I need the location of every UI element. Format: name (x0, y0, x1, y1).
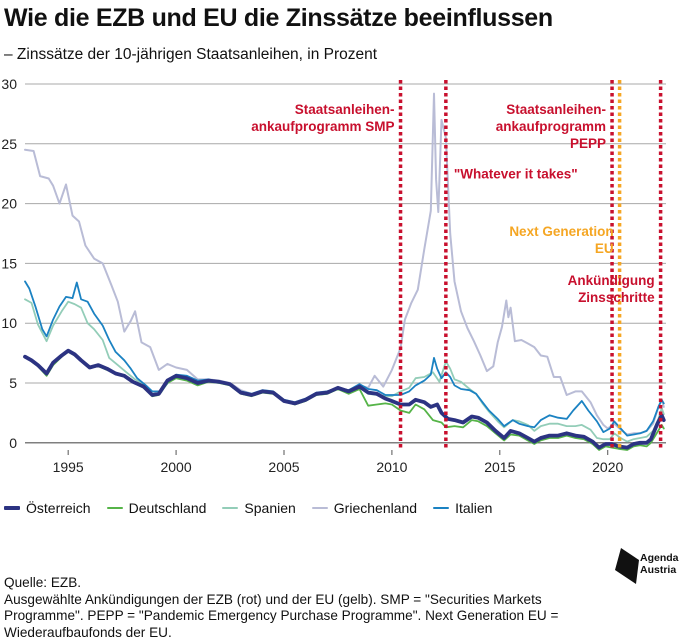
legend-item-spanien: Spanien (222, 500, 295, 516)
legend-swatch (4, 506, 20, 510)
legend-label: Deutschland (129, 500, 207, 516)
annotation-label-2: "Whatever it takes" (454, 166, 578, 181)
x-tick-label: 2010 (376, 459, 407, 475)
annotation-label-3: ankaufprogramm (496, 119, 606, 134)
annotation-label-3: Staatsanleihen- (506, 102, 606, 117)
legend-swatch (222, 507, 238, 509)
legend-swatch (107, 507, 123, 509)
y-tick-label: 10 (1, 315, 17, 331)
legend-item-deutschland: Deutschland (107, 500, 207, 516)
legend-item-italien: Italien (433, 500, 492, 516)
series-layer (25, 94, 664, 450)
y-tick-label: 0 (9, 435, 17, 451)
legend-item-österreich: Österreich (4, 500, 91, 516)
legend-swatch (433, 507, 449, 509)
series-line-italien (25, 281, 664, 435)
legend: Österreich Deutschland Spanien Griechenland… (4, 500, 508, 516)
footnote-text: Ausgewählte Ankündigungen der EZB (rot) … (4, 592, 604, 641)
annotation-label-3: PEPP (570, 136, 606, 151)
legend-label: Griechenland (334, 500, 417, 516)
annotation-label-1: Staatsanleihen- (295, 102, 395, 117)
x-tick-label: 2020 (592, 459, 623, 475)
legend-label: Spanien (244, 500, 295, 516)
legend-label: Österreich (26, 500, 91, 516)
y-tick-label: 20 (1, 196, 17, 212)
y-tick-label: 25 (1, 136, 17, 152)
series-line-österreich (25, 351, 664, 448)
legend-label: Italien (455, 500, 492, 516)
annotation-label-1: ankaufprogramm SMP (251, 119, 394, 134)
logo-line-1: Agenda (640, 553, 679, 564)
y-tick-label: 5 (9, 375, 17, 391)
axis-layer: 0 5 10 15 20 25 30 1995 2000 2005 2010 2015 2020 (1, 76, 623, 475)
annotation-label-5: Zinsschritte (578, 290, 655, 305)
agenda-austria-logo: Agenda Austria (612, 546, 676, 586)
legend-item-griechenland: Griechenland (312, 500, 417, 516)
legend-swatch (312, 507, 328, 509)
x-tick-label: 2005 (268, 459, 299, 475)
logo-line-2: Austria (640, 565, 676, 576)
y-tick-label: 15 (1, 255, 17, 271)
annotation-label-4: Next Generation (509, 224, 613, 239)
annotation-label-4: EU (595, 241, 614, 256)
series-line-spanien (25, 299, 664, 441)
source-note: Quelle: EZB. Ausgewählte Ankündigungen d… (4, 575, 604, 641)
source-text: Quelle: EZB. (4, 575, 604, 592)
x-tick-label: 2015 (484, 459, 515, 475)
line-chart: Staatsanleihen-ankaufprogramm SMP "Whatev… (0, 0, 680, 500)
x-tick-label: 2000 (160, 459, 191, 475)
annotation-label-5: Ankündigung (568, 273, 655, 288)
x-tick-label: 1995 (53, 459, 84, 475)
agenda-austria-logo-icon (612, 546, 642, 586)
y-tick-label: 30 (1, 76, 17, 92)
